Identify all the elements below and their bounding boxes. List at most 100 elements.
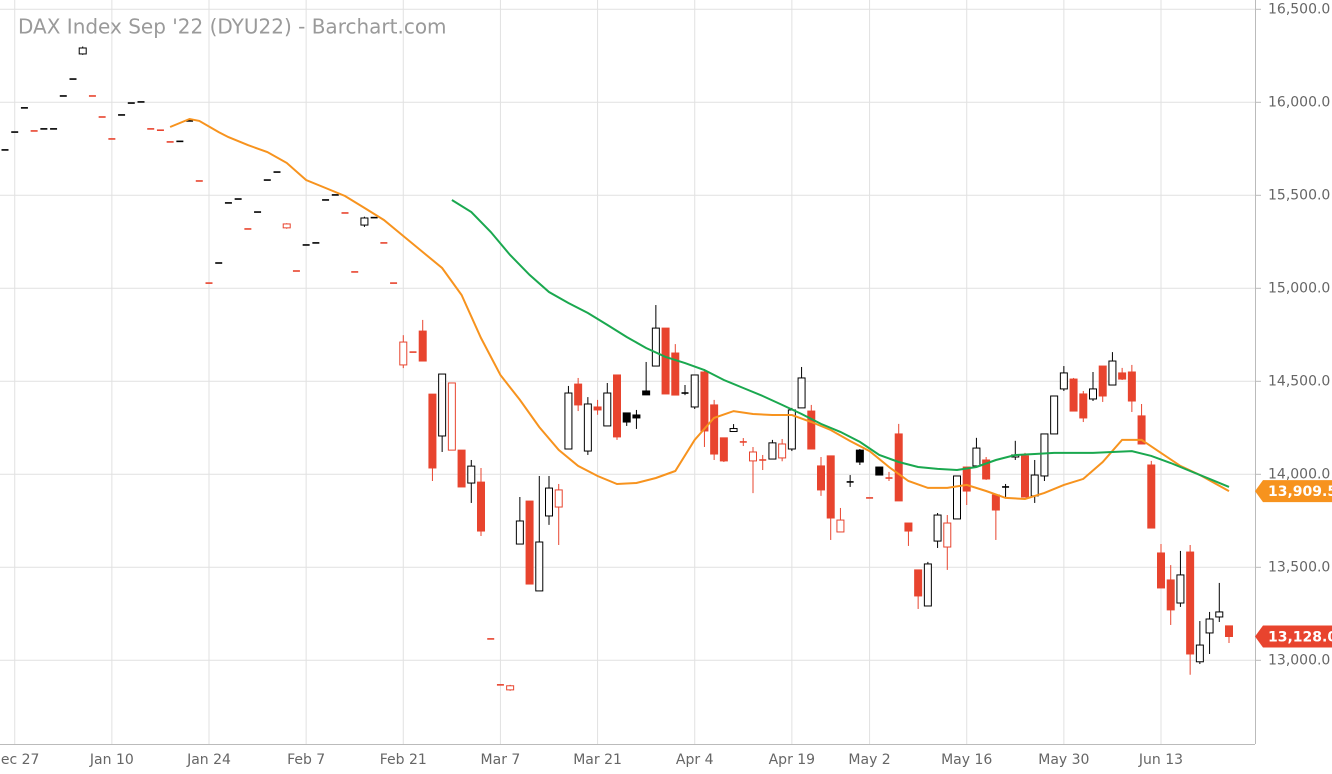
- candle-body: [1030, 474, 1039, 497]
- candle-body: [700, 371, 709, 432]
- candle-body: [418, 330, 427, 362]
- candle-body: [1225, 625, 1233, 637]
- candle-body: [710, 404, 719, 455]
- candle-body: [399, 341, 408, 366]
- price-tag: [1255, 625, 1332, 648]
- candle-body: [603, 392, 612, 427]
- price-tag-label: 13,909.5: [1268, 484, 1332, 500]
- candle-body: [554, 489, 563, 508]
- candle-body: [661, 327, 670, 395]
- candle-body: [1127, 371, 1136, 402]
- x-tick-label: May 16: [941, 752, 992, 768]
- candle-body: [78, 47, 87, 55]
- candle-body: [690, 374, 699, 408]
- candle-body: [768, 442, 777, 460]
- candle-body: [972, 447, 981, 467]
- candle-body: [1147, 464, 1156, 529]
- candle-body: [438, 373, 447, 437]
- candle-body: [962, 466, 971, 492]
- candle-body: [933, 514, 942, 542]
- candle-body: [1059, 372, 1068, 390]
- y-tick-label: 14,500.0: [1268, 373, 1330, 389]
- candle-body: [282, 223, 291, 229]
- candle-body: [855, 449, 864, 463]
- candle-body: [428, 393, 437, 469]
- x-tick-label: Jun 13: [1138, 752, 1183, 768]
- y-tick-label: 16,000.0: [1268, 94, 1330, 110]
- y-tick-label: 16,500.0: [1268, 1, 1330, 17]
- candle-body: [894, 433, 903, 502]
- chart-title: DAX Index Sep '22 (DYU22) - Barchart.com: [18, 15, 447, 39]
- candle-body: [1079, 393, 1088, 419]
- candle-body: [1040, 433, 1049, 477]
- price-tag: [1255, 480, 1332, 503]
- candle-body: [447, 382, 456, 451]
- candle-body: [1205, 618, 1214, 634]
- candle-body: [914, 569, 923, 597]
- candle-body: [1137, 415, 1146, 445]
- x-tick-label: Mar 7: [481, 752, 521, 768]
- candle-body: [807, 410, 816, 450]
- x-tick-label: Mar 21: [573, 752, 622, 768]
- x-tick-label: Dec 27: [0, 752, 39, 768]
- y-tick-label: 13,000.0: [1268, 652, 1330, 668]
- candle-body: [467, 465, 476, 484]
- moving-average-line: [451, 199, 1230, 488]
- candle-body: [719, 437, 728, 462]
- candle-body: [1186, 551, 1195, 655]
- x-tick-label: Apr 19: [769, 752, 815, 768]
- moving-average-line: [169, 117, 1230, 501]
- candle-body: [836, 519, 845, 533]
- x-tick-label: Apr 4: [676, 752, 714, 768]
- candle-body: [826, 455, 835, 519]
- plot-area: [0, 0, 1255, 744]
- candle-body: [545, 487, 553, 517]
- candle-body: [593, 406, 602, 411]
- candle-body: [506, 685, 515, 691]
- candle-body: [1118, 372, 1127, 380]
- candle-body: [982, 459, 991, 480]
- candle-body: [749, 451, 757, 462]
- candle-body: [1166, 579, 1175, 611]
- candle-body: [457, 449, 466, 488]
- y-tick-label: 13,500.0: [1268, 559, 1330, 575]
- candle-body: [1098, 365, 1107, 397]
- candle-body: [953, 475, 961, 520]
- candle-body: [1195, 644, 1204, 663]
- candle-body: [1176, 574, 1185, 604]
- candle-body: [797, 377, 806, 409]
- x-tick-label: Jan 10: [89, 752, 134, 768]
- y-tick-label: 15,000.0: [1268, 280, 1330, 296]
- candle-body: [632, 414, 641, 419]
- candle-body: [875, 466, 884, 476]
- candle-body: [1215, 611, 1224, 618]
- candle-body: [778, 443, 787, 459]
- candle-body: [564, 392, 573, 450]
- x-tick-label: Jan 24: [186, 752, 231, 768]
- candle-body: [477, 481, 485, 532]
- candle-body: [642, 390, 651, 396]
- y-tick-label: 14,000.0: [1268, 466, 1330, 482]
- candle-body: [729, 428, 738, 433]
- candle-body: [515, 520, 524, 545]
- candle-body: [671, 352, 680, 396]
- candle-body: [574, 383, 583, 406]
- candle-body: [1157, 552, 1165, 589]
- candle-body: [613, 374, 621, 438]
- x-tick-label: Feb 21: [380, 752, 427, 768]
- candle-body: [904, 522, 913, 532]
- candle-body: [1108, 360, 1117, 386]
- candle-body: [1069, 378, 1078, 412]
- y-tick-label: 15,500.0: [1268, 187, 1330, 203]
- x-tick-label: Feb 7: [287, 752, 325, 768]
- candle-body: [923, 563, 932, 607]
- candle-body: [943, 522, 952, 548]
- candle-body: [360, 217, 369, 226]
- x-tick-label: May 30: [1038, 752, 1089, 768]
- candle-body: [535, 541, 544, 592]
- candle-body: [651, 327, 660, 367]
- candle-body: [1089, 388, 1097, 400]
- candle-body: [1050, 395, 1059, 435]
